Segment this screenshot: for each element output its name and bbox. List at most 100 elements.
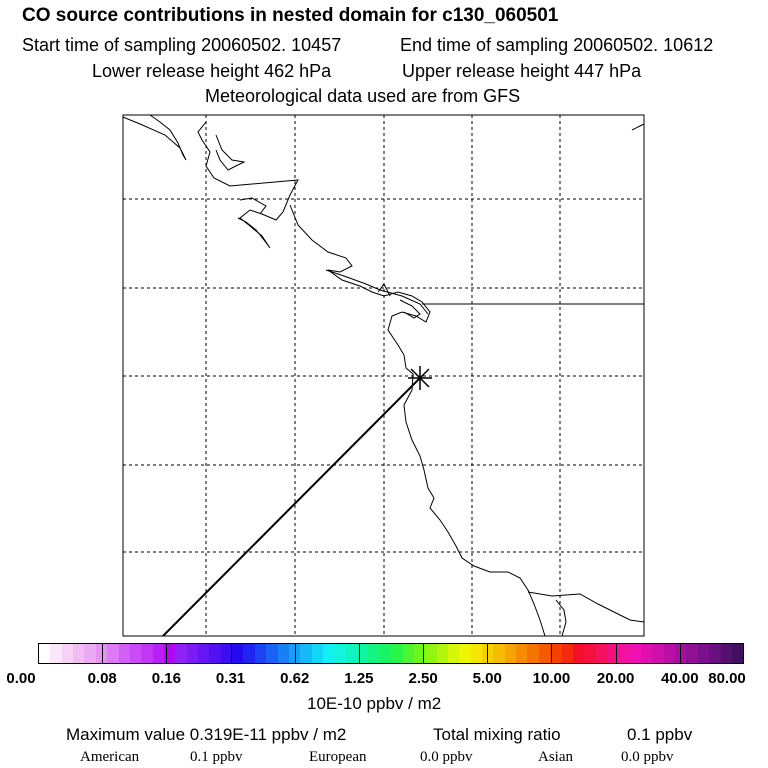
color-scale-segment [141,644,153,663]
color-scale-segment [606,644,619,663]
color-scale-segment [493,644,505,663]
color-scale-segment [379,644,392,663]
color-scale-segment [334,644,346,663]
color-scale-segment [686,644,698,663]
total-mixing-ratio-label: Total mixing ratio [433,725,561,744]
maximum-value: Maximum value 0.319E-11 ppbv / m2 [66,725,347,744]
color-scale-tick-label: 20.00 [596,670,635,687]
color-scale-segment [584,644,596,663]
color-scale-segment [118,644,130,663]
color-scale-segment [550,644,562,663]
trajectory-line [162,377,421,637]
color-scale-segment [731,644,744,663]
color-scale-segment [641,644,653,663]
color-scale-divider [679,643,681,664]
color-scale-segment [175,644,187,663]
color-scale-segment [720,644,732,663]
color-scale-tick-label: 0.16 [151,670,181,687]
color-scale-segment [345,644,358,663]
color-scale-segment [198,644,210,663]
map-frame [122,114,645,637]
color-scale-segment [402,644,414,663]
color-scale-segment [561,644,573,663]
color-scale-tick-label: 40.00 [661,670,699,687]
color-scale-segment [572,644,585,663]
color-scale-segment [516,644,528,663]
color-scale-segment [459,644,471,663]
color-scale-segment [186,644,199,663]
color-scale-divider [487,643,489,664]
page-title: CO source contributions in nested domain… [22,5,559,26]
color-scale-segment [73,644,85,663]
color-scale-segment [107,644,119,663]
color-scale-divider [615,643,617,664]
color-scale-segment [163,644,176,663]
color-scale-segment [629,644,642,663]
color-scale-tick-label: 0.00 [6,670,36,687]
color-scale-segment [652,644,664,663]
color-scale-divider [166,643,168,664]
color-scale-segment [152,644,164,663]
color-scale-divider [294,643,296,664]
color-scale-segment [413,644,426,663]
color-scale-segment [288,644,301,663]
color-scale-segment [232,644,244,663]
color-scale-segment [266,644,278,663]
color-scale-segment [618,644,630,663]
sampling-end-time: End time of sampling 20060502. 10612 [400,35,714,55]
color-scale-segment [39,644,51,663]
color-scale-segment [84,644,96,663]
color-scale-bar [38,643,744,664]
color-scale-tick-label: 0.31 [215,670,246,687]
color-scale-segment [425,644,437,663]
color-scale-segment [538,644,551,663]
color-scale-segment [368,644,380,663]
color-scale-tick-label: 0.62 [280,670,310,687]
color-scale-divider [423,643,425,664]
european-value: 0.0 ppbv [420,749,473,765]
american-value: 0.1 ppbv [190,749,243,765]
color-scale-segment [243,644,255,663]
color-scale-segment [470,644,483,663]
coastline [122,114,645,637]
asian-value: 0.0 ppbv [621,749,674,765]
color-scale-divider [230,643,232,664]
color-scale-segment [254,644,267,663]
color-scale-segment [209,644,221,663]
color-scale-segment [436,644,448,663]
color-scale-tick-label: 5.00 [472,670,502,687]
color-scale-units: 10E-10 ppbv / m2 [307,694,442,713]
asterisk-release-point-icon [408,366,432,390]
color-scale-tick-label: 2.50 [408,670,438,687]
color-scale-segment [50,644,62,663]
color-scale-segment [311,644,323,663]
european-label: European [309,749,367,765]
color-scale-divider [358,643,360,664]
color-scale-tick-label: 0.08 [87,670,117,687]
color-scale-segment [391,644,403,663]
color-scale-segment [447,644,460,663]
american-label: American [80,749,140,765]
color-scale-segment [220,644,233,663]
sampling-start-time: Start time of sampling 20060502. 10457 [22,35,342,55]
color-scale-segment [697,644,710,663]
color-scale-segment [322,644,335,663]
color-scale-segment [504,644,517,663]
color-scale-segment [95,644,108,663]
color-scale-tick-label: 1.25 [344,670,374,687]
lower-release-height: Lower release height 462 hPa [92,61,332,81]
color-scale-segment [595,644,607,663]
map-grid [123,115,644,636]
color-scale-segment [663,644,676,663]
asian-label: Asian [538,749,573,765]
color-scale-tick-label: 80.00 [708,670,746,687]
meteorological-data-note: Meteorological data used are from GFS [205,86,521,106]
color-scale-segment [61,644,74,663]
color-scale-segment [527,644,539,663]
color-scale-divider [102,643,104,664]
total-mixing-ratio-value: 0.1 ppbv [627,725,693,744]
color-scale-segment [129,644,142,663]
color-scale-segment [357,644,369,663]
color-scale-divider [551,643,553,664]
